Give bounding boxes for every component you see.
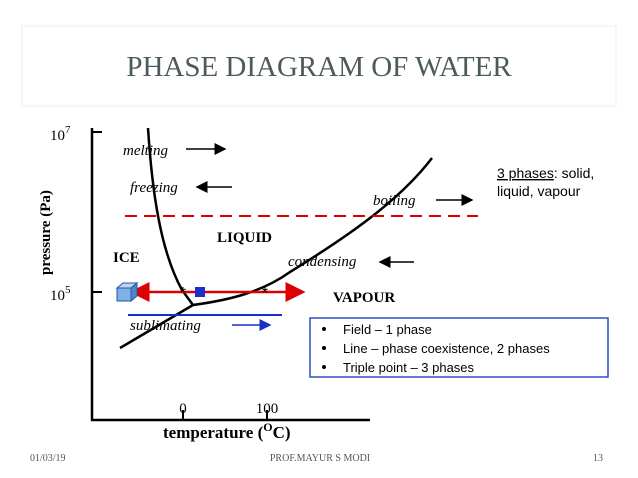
process-label: melting: [123, 143, 168, 159]
title: PHASE DIAGRAM OF WATER: [126, 51, 512, 83]
axes: [90, 128, 370, 422]
star: *: [180, 285, 186, 302]
star: *: [262, 285, 268, 302]
region-label: ICE: [113, 250, 140, 266]
x-tick-label: 100: [256, 401, 279, 417]
y-tick-label: 107: [50, 124, 71, 144]
x-tick-label: 0: [179, 401, 187, 417]
region-label: LIQUID: [217, 230, 272, 246]
legend-item: Triple point – 3 phases: [343, 360, 475, 375]
process-label: freezing: [130, 180, 178, 196]
legend: Field – 1 phase Line – phase coexistence…: [322, 322, 550, 375]
process-label: boiling: [373, 193, 416, 209]
y-axis-label: pressure (Pa): [38, 190, 54, 275]
process-label: sublimating: [130, 318, 201, 334]
legend-item: Line – phase coexistence, 2 phases: [343, 341, 550, 356]
x-axis-label: temperature (OC): [163, 420, 291, 442]
y-tick-label: 105: [50, 284, 71, 304]
footer-author: PROF.MAYUR S MODI: [270, 453, 370, 464]
footer-date: 01/03/19: [30, 453, 66, 464]
note: 3 phases: solid,: [497, 165, 594, 181]
title-box: [21, 25, 617, 107]
ice-cube: [115, 281, 139, 303]
note: liquid, vapour: [497, 183, 581, 199]
process-label: condensing: [288, 254, 357, 270]
legend-item: Field – 1 phase: [343, 322, 432, 337]
footer-page: 13: [593, 453, 603, 464]
marker-square: [195, 287, 205, 297]
region-label: VAPOUR: [333, 290, 395, 306]
legend-box: [309, 317, 609, 378]
